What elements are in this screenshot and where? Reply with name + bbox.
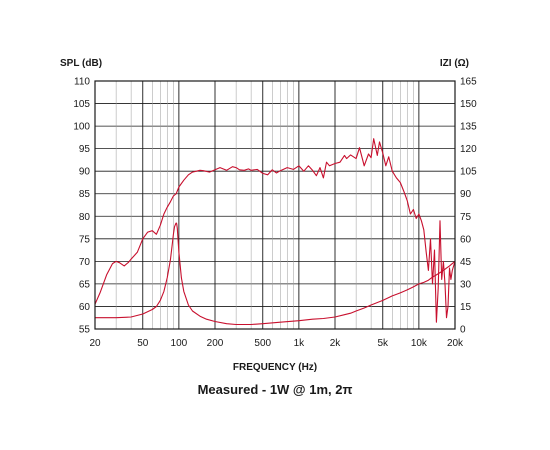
x-tick-label: 10k bbox=[411, 338, 428, 349]
left-axis-label: SPL (dB) bbox=[60, 58, 102, 69]
y-tick-label-left: 110 bbox=[74, 77, 90, 88]
x-axis-label: FREQUENCY (Hz) bbox=[233, 362, 317, 373]
y-tick-label-right: 45 bbox=[460, 257, 472, 268]
y-tick-label-right: 150 bbox=[460, 99, 477, 110]
y-tick-label-left: 85 bbox=[79, 189, 91, 200]
y-tick-label-left: 105 bbox=[73, 99, 90, 110]
tick-labels: 1101051009590858075706560551651501351201… bbox=[73, 77, 477, 350]
spl-curve bbox=[94, 138, 456, 323]
x-tick-label: 2k bbox=[330, 338, 342, 349]
y-tick-label-right: 135 bbox=[460, 122, 477, 133]
y-tick-label-left: 55 bbox=[79, 325, 91, 336]
y-tick-label-right: 30 bbox=[460, 279, 472, 290]
grid bbox=[94, 80, 456, 330]
y-tick-label-left: 70 bbox=[79, 257, 91, 268]
y-tick-label-left: 75 bbox=[79, 234, 91, 245]
y-tick-label-left: 100 bbox=[73, 122, 90, 133]
y-tick-label-right: 0 bbox=[460, 325, 466, 336]
x-tick-label: 200 bbox=[207, 338, 224, 349]
y-tick-label-right: 60 bbox=[460, 234, 472, 245]
x-tick-label: 20 bbox=[89, 338, 101, 349]
series-layer bbox=[94, 138, 456, 326]
impedance-curve bbox=[95, 222, 456, 326]
y-tick-label-left: 60 bbox=[79, 302, 91, 313]
x-tick-label: 1k bbox=[294, 338, 306, 349]
y-tick-label-right: 105 bbox=[460, 167, 477, 178]
y-tick-label-left: 80 bbox=[79, 212, 91, 223]
y-tick-label-left: 65 bbox=[79, 279, 91, 290]
x-tick-label: 500 bbox=[254, 338, 271, 349]
x-tick-label: 100 bbox=[171, 338, 188, 349]
y-tick-label-right: 120 bbox=[460, 144, 477, 155]
plot-frame bbox=[94, 80, 456, 330]
y-tick-label-right: 165 bbox=[460, 77, 477, 88]
y-tick-label-right: 75 bbox=[460, 212, 472, 223]
x-tick-label: 50 bbox=[137, 338, 149, 349]
y-tick-label-left: 90 bbox=[79, 167, 91, 178]
measurement-caption: Measured - 1W @ 1m, 2π bbox=[198, 382, 353, 397]
x-tick-label: 5k bbox=[377, 338, 389, 349]
right-axis-label: IZI (Ω) bbox=[440, 58, 469, 69]
y-tick-label-right: 90 bbox=[460, 189, 472, 200]
y-tick-label-left: 95 bbox=[79, 144, 91, 155]
x-tick-label: 20k bbox=[447, 338, 464, 349]
y-tick-label-right: 15 bbox=[460, 302, 472, 313]
